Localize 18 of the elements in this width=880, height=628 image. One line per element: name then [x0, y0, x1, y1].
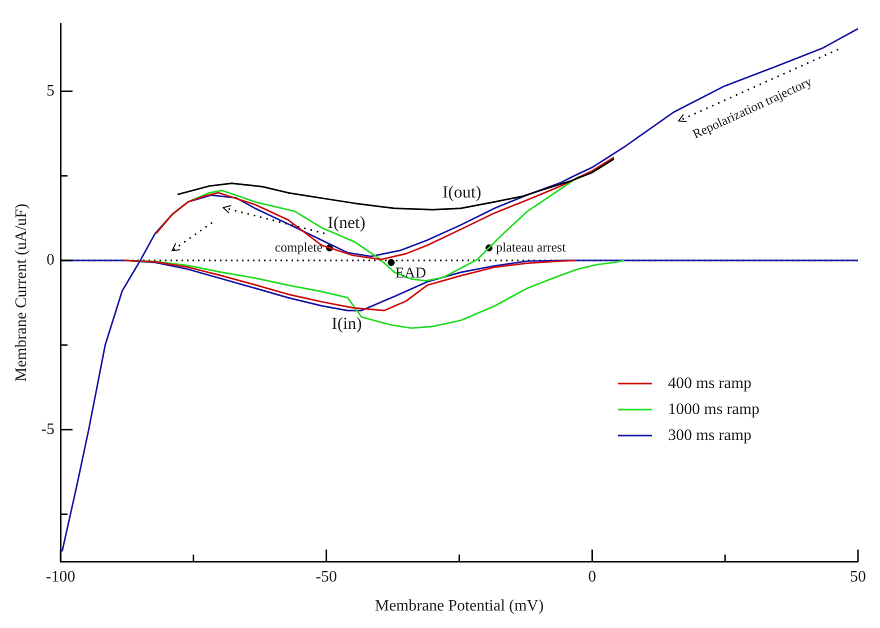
annotation: I(in) [332, 314, 362, 333]
x-axis-title: Membrane Potential (mV) [374, 598, 544, 615]
annotation: complete [274, 239, 323, 254]
y-tick-label: 5 [46, 82, 55, 100]
x-tick-label: 50 [850, 568, 866, 586]
annotation: I(out) [442, 182, 482, 202]
x-tick-label: -100 [46, 568, 76, 586]
annotation: EAD [395, 265, 426, 282]
y-tick-label: 0 [46, 252, 55, 269]
y-axis-title: Membrane Current (uA/uF) [12, 204, 30, 382]
y-tick-label: -5 [41, 420, 55, 438]
annotation: plateau arrest [496, 239, 566, 254]
x-tick-label: -50 [316, 568, 338, 586]
legend-label: 300 ms ramp [668, 426, 752, 444]
x-tick-label: 0 [588, 568, 596, 586]
annotation: I(net) [328, 213, 366, 232]
legend-label: 1000 ms ramp [668, 400, 760, 418]
legend-label: 400 ms ramp [668, 374, 752, 392]
